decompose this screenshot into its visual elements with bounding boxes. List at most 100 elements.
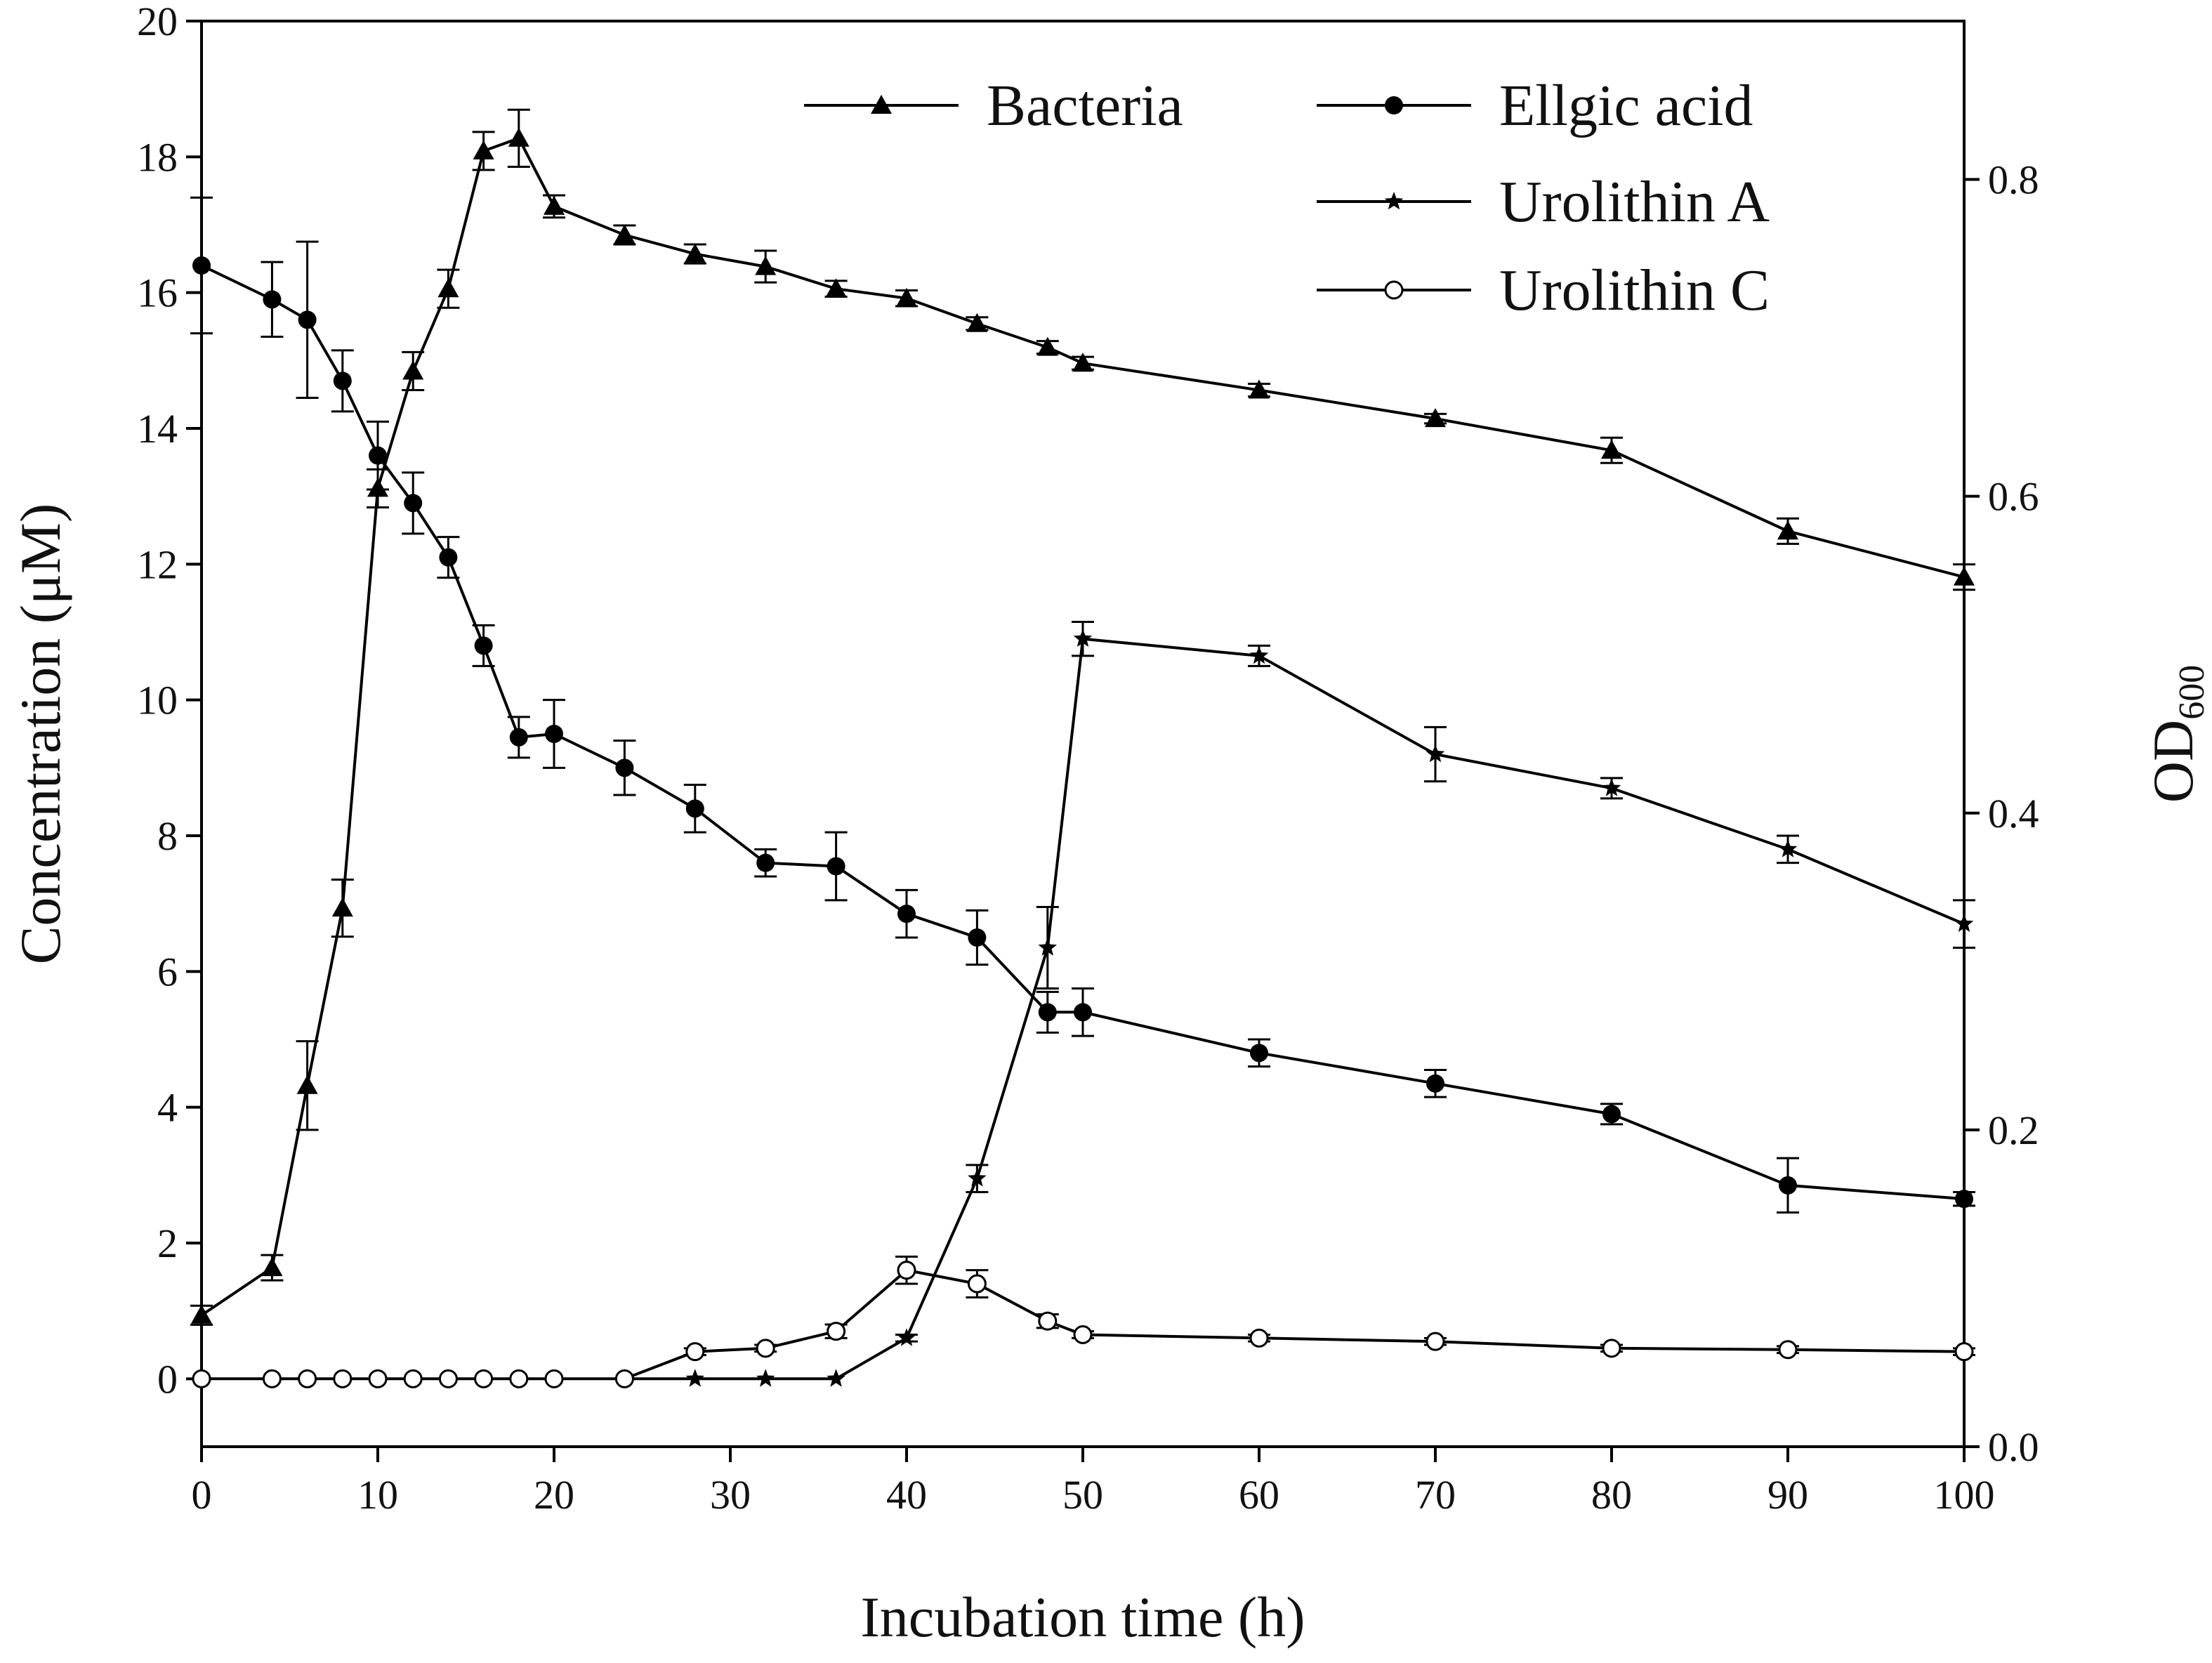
x-tick-label-60: 60 (1239, 1472, 1279, 1518)
x-tick-label-90: 90 (1767, 1472, 1808, 1518)
point-ellgic-acid-6 (298, 310, 317, 329)
y-tick-label-2: 2 (157, 1221, 178, 1266)
point-urolithin-c-10 (368, 1369, 388, 1388)
point-urolithin-a-70 (1426, 744, 1445, 763)
point-urolithin-a-48 (1038, 938, 1058, 956)
y-tick-label-8: 8 (157, 813, 178, 859)
point-urolithin-c-48 (1038, 1311, 1058, 1331)
point-urolithin-c-0 (192, 1369, 211, 1388)
y2-axis-title-main: OD (2141, 720, 2205, 803)
point-ellgic-acid-10 (369, 446, 387, 465)
point-ellgic-acid-18 (509, 728, 528, 747)
y2-tick-label-0.2: 0.2 (1988, 1107, 2039, 1153)
legend-marker-ellgic-acid (1385, 96, 1403, 114)
y2-tick-label-0.0: 0.0 (1988, 1424, 2039, 1470)
point-ellgic-acid-36 (827, 857, 845, 876)
point-bacteria-12 (402, 360, 424, 380)
point-urolithin-c-60 (1249, 1328, 1269, 1348)
point-urolithin-c-4 (262, 1369, 282, 1388)
series-ellgic-acid (190, 196, 1975, 1214)
point-urolithin-c-90 (1778, 1340, 1798, 1360)
y-tick-label-18: 18 (137, 134, 178, 180)
point-urolithin-c-24 (614, 1369, 634, 1388)
y-tick-label-10: 10 (137, 678, 178, 723)
point-urolithin-c-28 (685, 1342, 705, 1362)
line-ellgic-acid (201, 264, 1965, 1201)
point-urolithin-a-28 (685, 1369, 705, 1387)
point-ellgic-acid-0 (192, 256, 211, 275)
point-ellgic-acid-60 (1250, 1044, 1268, 1063)
y-tick-label-4: 4 (157, 1085, 178, 1131)
point-ellgic-acid-12 (404, 494, 423, 513)
point-bacteria-14 (437, 278, 459, 298)
point-urolithin-c-8 (333, 1369, 353, 1388)
point-bacteria-6 (296, 1074, 318, 1094)
point-bacteria-90 (1777, 520, 1798, 540)
point-bacteria-8 (331, 898, 353, 917)
point-urolithin-a-44 (968, 1169, 987, 1187)
point-bacteria-18 (508, 127, 529, 147)
legend-label-urolithin-c: Urolithin C (1499, 258, 1770, 323)
y-tick-label-20: 20 (137, 0, 178, 44)
y-tick-label-12: 12 (137, 541, 178, 587)
point-bacteria-80 (1601, 440, 1622, 459)
x-tick-label-100: 100 (1934, 1472, 1995, 1518)
point-ellgic-acid-24 (615, 758, 634, 777)
point-bacteria-36 (825, 278, 847, 298)
series-urolithin-a (615, 621, 1975, 1387)
x-tick-label-20: 20 (534, 1472, 574, 1518)
x-tick-label-50: 50 (1062, 1472, 1103, 1518)
point-bacteria-100 (1954, 566, 1975, 586)
point-ellgic-acid-100 (1955, 1190, 1973, 1209)
point-urolithin-c-70 (1426, 1332, 1445, 1351)
legend-marker-urolithin-c (1384, 280, 1404, 300)
legend-label-ellgic-acid: Ellgic acid (1499, 73, 1753, 138)
point-ellgic-acid-40 (897, 905, 916, 923)
point-ellgic-acid-14 (439, 548, 458, 567)
point-bacteria-60 (1249, 379, 1270, 399)
point-urolithin-a-36 (827, 1369, 845, 1387)
point-bacteria-44 (966, 313, 988, 332)
legend-item-urolithin-c: Urolithin C (1317, 258, 1770, 323)
point-urolithin-a-32 (756, 1369, 775, 1387)
point-bacteria-4 (261, 1257, 283, 1277)
point-urolithin-c-44 (967, 1274, 987, 1294)
point-urolithin-c-16 (474, 1369, 494, 1388)
point-bacteria-50 (1072, 353, 1093, 372)
x-tick-label-0: 0 (192, 1472, 212, 1518)
point-bacteria-24 (614, 224, 636, 244)
y-tick-label-6: 6 (157, 949, 178, 994)
point-urolithin-c-32 (756, 1339, 775, 1358)
legend-item-bacteria: Bacteria (804, 73, 1183, 138)
point-bacteria-20 (544, 195, 565, 215)
point-urolithin-c-40 (897, 1261, 916, 1280)
point-bacteria-28 (684, 243, 706, 263)
point-urolithin-c-36 (827, 1322, 846, 1341)
y-tick-label-16: 16 (137, 270, 178, 316)
point-ellgic-acid-48 (1038, 1003, 1057, 1022)
y-tick-label-0: 0 (157, 1356, 178, 1402)
point-ellgic-acid-44 (968, 928, 987, 947)
plot-area-frame (200, 20, 1966, 1448)
series-layer (190, 108, 1975, 1388)
point-urolithin-c-50 (1073, 1325, 1093, 1344)
x-tick-label-30: 30 (710, 1472, 751, 1518)
y-tick-label-14: 14 (137, 406, 178, 452)
legend-marker-bacteria (871, 95, 892, 114)
point-bacteria-0 (191, 1304, 212, 1324)
y2-axis-title: OD600 (2141, 665, 2212, 803)
legend-item-urolithin-a: Urolithin A (1317, 169, 1770, 235)
point-ellgic-acid-50 (1074, 1003, 1092, 1022)
legend-label-urolithin-a: Urolithin A (1499, 169, 1770, 235)
point-ellgic-acid-28 (685, 799, 704, 818)
point-urolithin-a-80 (1602, 778, 1621, 796)
x-tick-label-80: 80 (1591, 1472, 1632, 1518)
point-urolithin-a-90 (1778, 839, 1798, 857)
legend-item-ellgic-acid: Ellgic acid (1317, 73, 1753, 138)
y2-tick-label-0.8: 0.8 (1988, 157, 2039, 203)
point-bacteria-70 (1425, 408, 1446, 428)
legend-marker-urolithin-a (1384, 192, 1404, 210)
point-urolithin-c-18 (509, 1369, 529, 1388)
point-urolithin-c-6 (298, 1369, 317, 1388)
